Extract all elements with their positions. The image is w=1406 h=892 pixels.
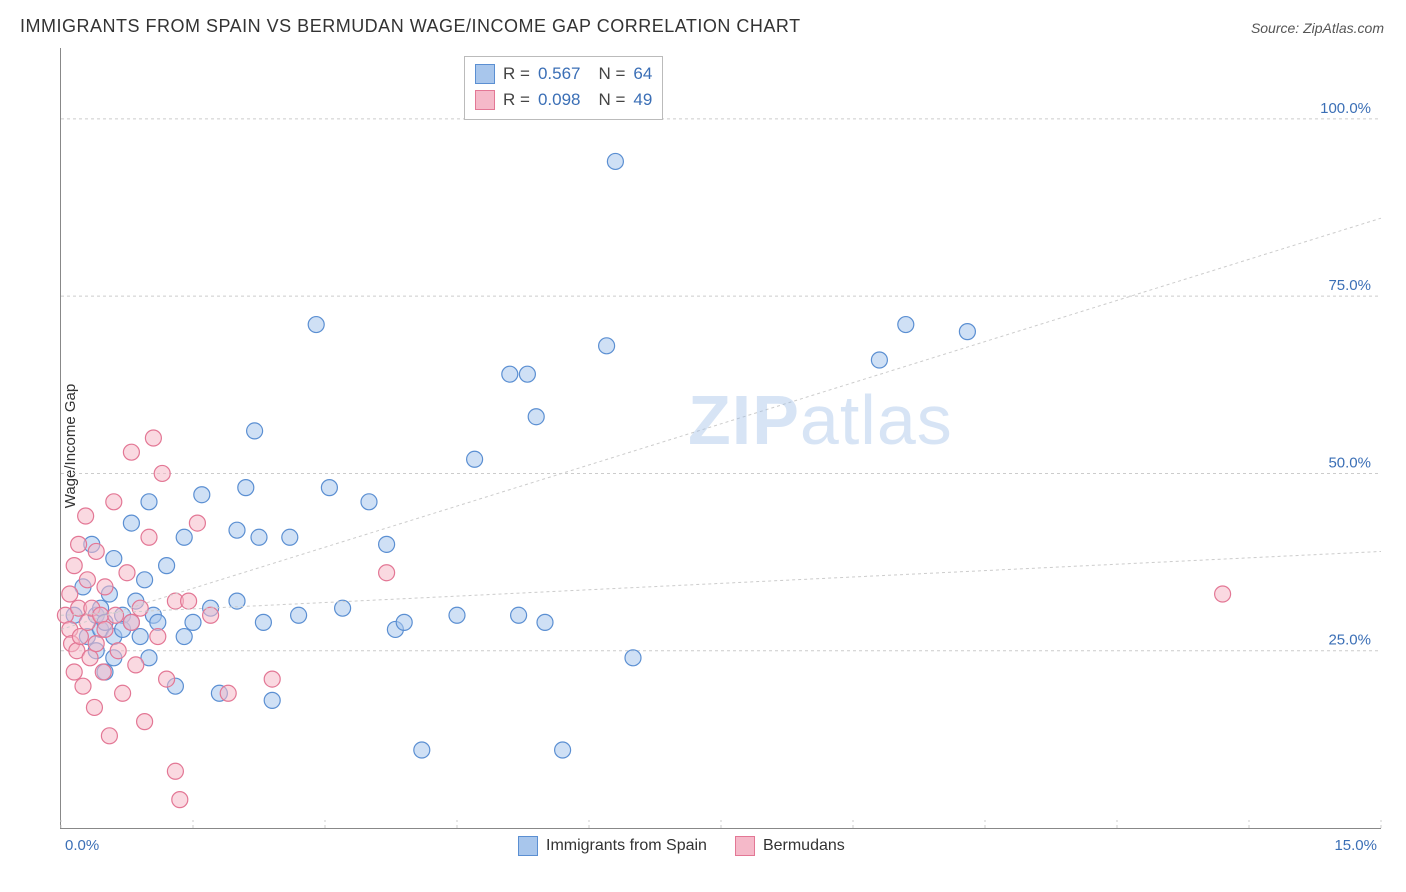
svg-text:0.0%: 0.0% <box>65 837 99 854</box>
correlation-legend: R =0.567 N =64 R =0.098 N =49 <box>464 56 663 120</box>
series-legend: Immigrants from Spain Bermudans <box>518 836 845 856</box>
legend-item: Immigrants from Spain <box>518 836 707 856</box>
legend-row: R =0.098 N =49 <box>475 87 652 113</box>
scatter-plot: 25.0%50.0%75.0%100.0%0.0%15.0% <box>60 48 1381 829</box>
svg-text:75.0%: 75.0% <box>1328 277 1371 294</box>
svg-text:15.0%: 15.0% <box>1334 837 1377 854</box>
svg-text:50.0%: 50.0% <box>1328 454 1371 471</box>
legend-row: R =0.567 N =64 <box>475 61 652 87</box>
chart-title: IMMIGRANTS FROM SPAIN VS BERMUDAN WAGE/I… <box>20 16 801 37</box>
source-label: Source: ZipAtlas.com <box>1251 20 1384 36</box>
legend-item: Bermudans <box>735 836 845 856</box>
svg-text:25.0%: 25.0% <box>1328 632 1371 649</box>
svg-text:100.0%: 100.0% <box>1320 100 1371 117</box>
